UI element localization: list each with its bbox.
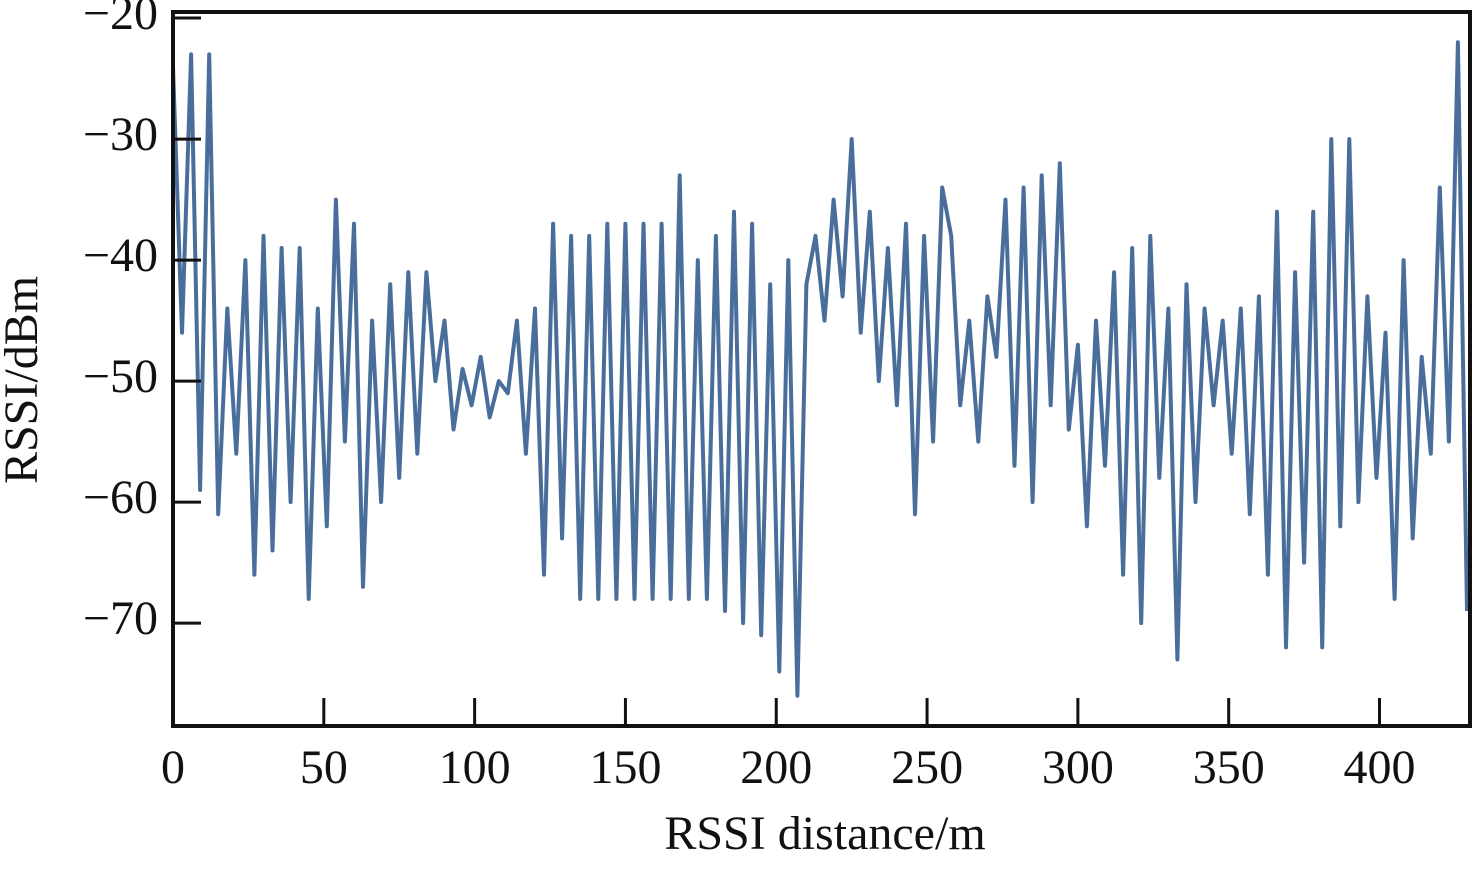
x-tick-label: 0 [161,741,185,794]
x-tick-label: 150 [589,741,661,794]
y-tick-label: −40 [83,229,158,282]
x-tick-label: 250 [891,741,963,794]
plot-frame [171,10,1472,728]
x-tick-label: 400 [1344,741,1416,794]
data-line [171,40,1469,698]
y-tick-label: −70 [83,592,158,645]
x-tick-label: 300 [1042,741,1114,794]
x-tick-label: 350 [1193,741,1265,794]
y-tick-label: −20 [83,0,158,40]
x-tick-label: 200 [740,741,812,794]
x-tick-label: 50 [300,741,348,794]
y-tick-label: −60 [83,471,158,524]
y-tick-label: −30 [83,108,158,161]
y-axis-label: RSSI/dBm [0,276,48,484]
x-axis-label: RSSI distance/m [664,807,985,860]
x-tick-label: 100 [439,741,511,794]
y-tick-label: −50 [83,350,158,403]
